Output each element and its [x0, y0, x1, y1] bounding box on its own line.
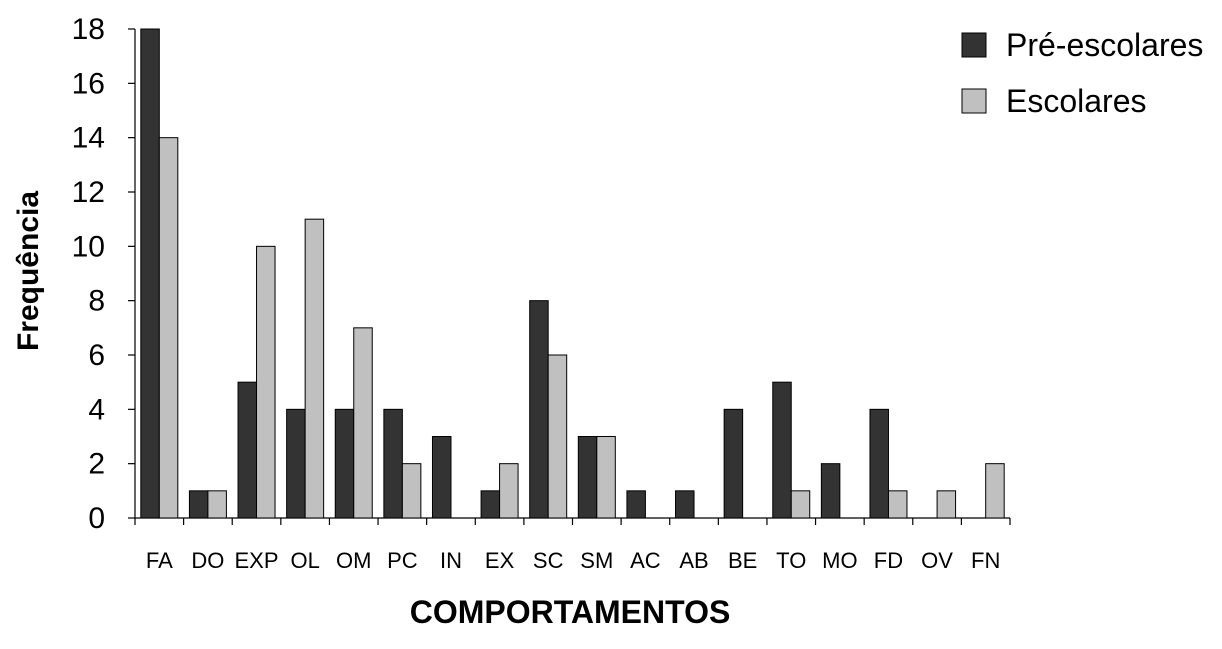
legend-label: Escolares — [1006, 83, 1147, 119]
legend: Pré-escolares Escolares — [961, 27, 1203, 119]
bar-ex-series-1 — [480, 490, 501, 519]
x-tick-label: EXP — [235, 548, 279, 573]
x-tick-label: FA — [146, 548, 173, 573]
y-tick-label: 8 — [88, 285, 105, 318]
bar-do-series-1 — [188, 490, 209, 519]
bar-exp-series-2 — [256, 245, 276, 519]
legend-swatch — [961, 32, 987, 58]
bar-ov-series-2 — [936, 490, 957, 519]
bar-om-series-2 — [353, 327, 373, 519]
x-tick-label: MO — [822, 548, 857, 573]
bar-pc-series-2 — [401, 463, 422, 519]
x-tick-label: OV — [921, 548, 953, 573]
x-tick-label: TO — [776, 548, 806, 573]
bar-fa-series-1 — [140, 28, 160, 519]
x-tick-label: OM — [336, 548, 371, 573]
bar-om-series-1 — [334, 408, 355, 519]
bar-fd-series-1 — [869, 408, 889, 519]
bar-sc-series-1 — [529, 300, 549, 519]
x-tick-label: FN — [971, 548, 1000, 573]
bar-sm-series-1 — [577, 436, 598, 519]
y-tick-label: 10 — [72, 230, 105, 263]
bar-ac-series-1 — [626, 490, 646, 519]
bar-ex-series-2 — [499, 463, 519, 519]
y-tick-label: 2 — [88, 448, 105, 481]
x-axis-title: COMPORTAMENTOS — [410, 594, 731, 630]
bar-fa-series-2 — [158, 137, 179, 519]
bar-sc-series-2 — [547, 354, 568, 519]
x-tick-label: EX — [485, 548, 515, 573]
bar-ol-series-2 — [304, 218, 325, 519]
y-tick-label: 18 — [72, 13, 105, 46]
x-tick-label: FD — [874, 548, 903, 573]
y-tick-label: 12 — [72, 176, 105, 209]
bar-sm-series-2 — [596, 436, 616, 519]
y-tick-label: 4 — [88, 393, 105, 426]
bar-fd-series-2 — [887, 490, 908, 519]
bar-pc-series-1 — [383, 408, 403, 519]
plot-area: 0 2 4 6 8 10 12 14 16 18 FA DO EXP OL OM PC IN EX SC SM AC AB… — [72, 13, 1011, 573]
y-tick-label: 0 — [88, 502, 105, 535]
y-tick-label: 6 — [88, 339, 105, 372]
x-tick-label: IN — [440, 548, 462, 573]
x-tick-label: BE — [728, 548, 757, 573]
x-tick-label: OL — [290, 548, 319, 573]
y-tick-label: 14 — [72, 122, 105, 155]
bar-fn-series-2 — [985, 463, 1005, 519]
legend-label: Pré-escolares — [1006, 27, 1203, 63]
bar-do-series-2 — [207, 490, 227, 519]
bar-to-series-1 — [772, 381, 792, 519]
y-tick-label: 16 — [72, 67, 105, 100]
bar-ab-series-1 — [675, 490, 695, 519]
legend-swatch — [961, 88, 987, 114]
x-tick-label: SM — [580, 548, 613, 573]
bar-exp-series-1 — [237, 381, 258, 519]
bar-be-series-1 — [723, 408, 744, 519]
x-tick-label: PC — [387, 548, 418, 573]
x-tick-label: AC — [630, 548, 661, 573]
y-axis-title: Frequência — [12, 191, 45, 351]
bar-to-series-2 — [790, 490, 811, 519]
bar-ol-series-1 — [286, 408, 306, 519]
x-tick-label: AB — [679, 548, 708, 573]
x-tick-label: DO — [191, 548, 224, 573]
bar-mo-series-1 — [820, 463, 841, 519]
x-tick-label: SC — [533, 548, 564, 573]
bar-in-series-1 — [431, 436, 452, 519]
